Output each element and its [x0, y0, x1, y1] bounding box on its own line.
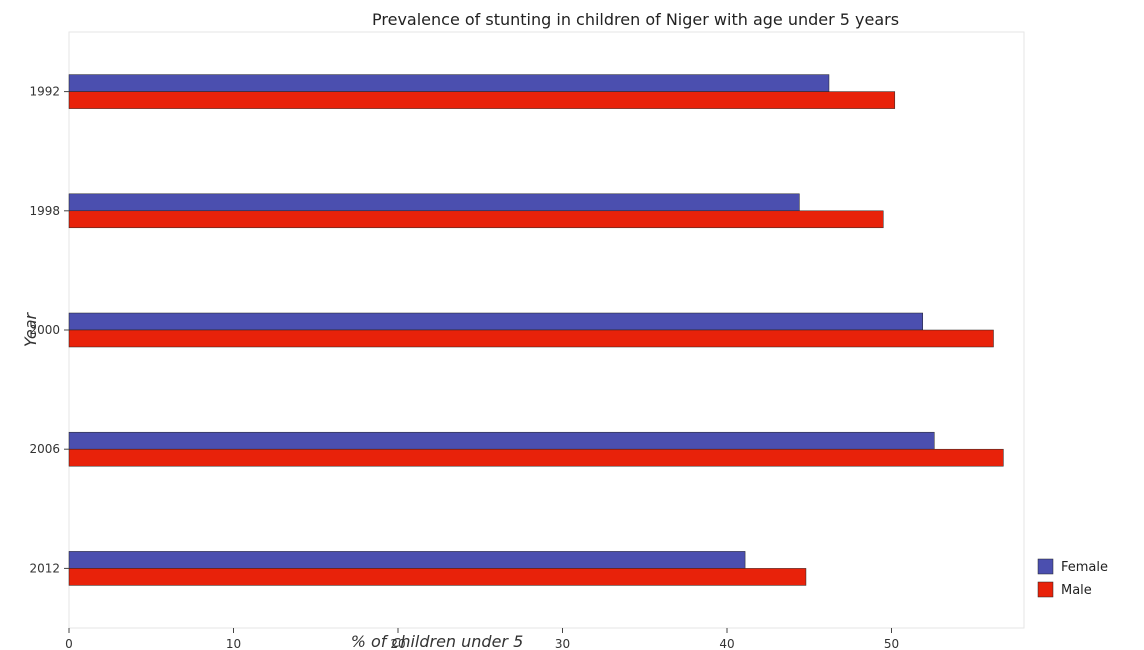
x-tick-label: 40: [719, 637, 734, 650]
x-tick-label: 50: [884, 637, 899, 650]
bar-male-1992: [68, 91, 896, 109]
bar-male-2006: [68, 448, 1004, 467]
y-tick-label: 2012: [29, 561, 60, 575]
x-tick-label: 30: [555, 637, 570, 650]
x-tick-label: 20: [390, 637, 405, 650]
x-tick-label: 10: [226, 637, 241, 650]
y-tick-label: 1992: [29, 85, 60, 99]
y-tick-label: 1998: [29, 204, 60, 218]
bar-female-1998: [68, 193, 800, 212]
y-tick-label: 2000: [29, 323, 60, 337]
bar-female-2012: [68, 551, 746, 569]
bar-male-2000: [68, 329, 994, 348]
bar-female-2000: [68, 312, 924, 331]
legend: Female Male: [1037, 558, 1108, 598]
x-axis: 0 10 20 30 40 50: [65, 628, 899, 650]
bars-group: [68, 74, 1004, 586]
legend-label-female: Female: [1061, 560, 1108, 575]
bar-male-1998: [68, 210, 884, 229]
y-axis-label: Year: [21, 311, 40, 347]
chart-title: Prevalence of stunting in children of Ni…: [372, 10, 899, 29]
y-tick-label: 2006: [29, 442, 60, 456]
bar-male-2012: [68, 568, 807, 586]
x-tick-label: 0: [65, 637, 73, 650]
legend-swatch-female: [1037, 558, 1054, 575]
x-axis-label: % of children under 5: [351, 632, 524, 650]
legend-label-male: Male: [1061, 583, 1092, 598]
bar-female-2006: [68, 431, 935, 450]
bar-female-1992: [68, 74, 830, 92]
y-axis: 1992 1998 2000 2006 2012: [29, 85, 69, 575]
legend-swatch-male: [1037, 581, 1054, 598]
